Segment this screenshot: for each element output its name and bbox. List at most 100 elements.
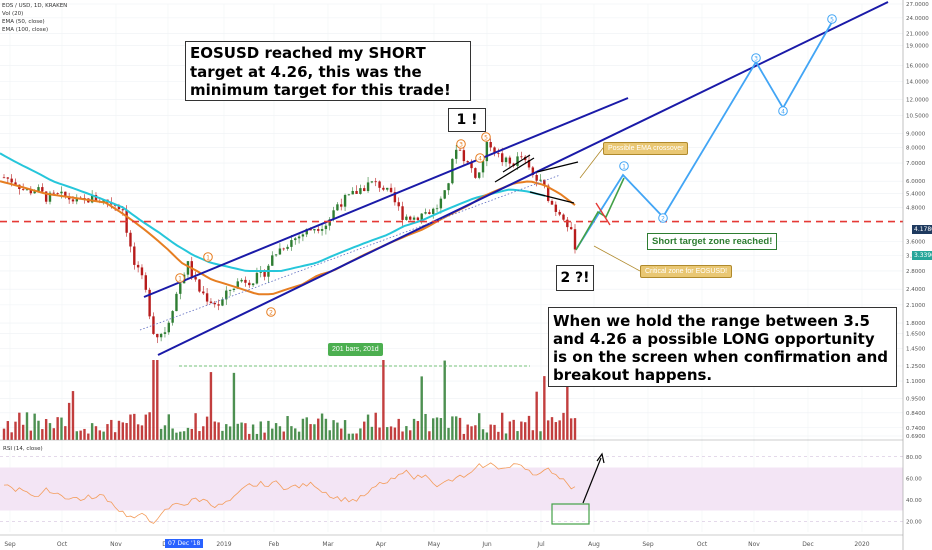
volume-bar	[382, 360, 385, 440]
volume-bar	[102, 431, 105, 440]
candle-body	[194, 277, 197, 280]
candle-body	[48, 192, 52, 202]
candle-body	[504, 157, 508, 163]
candle-body	[64, 191, 67, 197]
volume-bar	[64, 426, 67, 440]
volume-bar	[190, 428, 193, 440]
volume-bar	[225, 424, 228, 440]
volume-bar	[75, 431, 79, 440]
candle-body	[458, 149, 462, 151]
candle-body	[382, 187, 385, 190]
bars-range-label: 201 bars, 201d	[328, 343, 383, 356]
volume-bar	[443, 360, 446, 440]
volume-bar	[251, 424, 255, 440]
volume-bar	[259, 421, 262, 440]
wedge-line	[494, 157, 535, 183]
candle-body	[347, 194, 351, 196]
volume-bar	[48, 423, 52, 440]
price-tag-short-line: 4.1786	[912, 225, 932, 234]
volume-bar	[14, 421, 17, 440]
candle-body	[447, 183, 450, 191]
wave-marker	[266, 307, 276, 317]
candle-body	[466, 161, 469, 163]
volume-bar	[60, 417, 63, 440]
candle-body	[543, 179, 546, 186]
short-target-label: Short target zone reached!	[647, 233, 778, 250]
candle-body	[432, 208, 435, 214]
candle-body	[228, 289, 232, 291]
candle-body	[294, 238, 297, 241]
wave-marker	[175, 273, 185, 283]
candle-body	[248, 282, 251, 286]
volume-bar	[221, 430, 224, 440]
volume-bar	[332, 420, 335, 440]
volume-bar	[83, 428, 86, 440]
volume-bar	[129, 414, 132, 440]
candle-body	[290, 240, 293, 247]
candle-body	[163, 332, 167, 334]
volume-bar	[462, 433, 466, 440]
volume-bar	[512, 419, 515, 440]
wave-marker-label: 2	[661, 215, 665, 222]
candle-body	[443, 190, 446, 199]
volume-bar	[523, 422, 527, 440]
candle-body	[343, 194, 347, 207]
candle-body	[474, 168, 477, 178]
candle-body	[420, 213, 423, 221]
rsi-legend: RSI (14, close)	[3, 446, 43, 452]
rsi-highlight-box	[551, 503, 590, 525]
rsi-arrow-head	[596, 452, 605, 464]
volume-bar	[455, 416, 458, 440]
volume-bar	[98, 430, 102, 440]
volume-bar	[543, 376, 546, 440]
volume-bar	[546, 420, 550, 440]
volume-bar	[255, 433, 259, 440]
y-tick-label: 1.1000	[906, 379, 926, 385]
candle-body	[546, 185, 550, 201]
projection-path	[576, 21, 833, 249]
volume-bar	[393, 427, 397, 440]
candle-body	[401, 206, 404, 220]
volume-bar	[297, 431, 301, 440]
callout-pointer	[579, 147, 604, 179]
candle-body	[386, 187, 389, 190]
candle-body	[370, 181, 374, 183]
volume-bar	[163, 425, 167, 440]
volume-bar	[481, 429, 485, 440]
candle-body	[573, 229, 577, 250]
x-tick-label: Aug	[588, 541, 600, 548]
callout-pointer	[593, 245, 641, 272]
y-tick-label: 1.6500	[906, 331, 926, 337]
volume-bar	[271, 428, 274, 440]
wave-marker	[481, 132, 491, 142]
volume-bar	[531, 430, 535, 440]
indicator-ema100: EMA (100, close)	[2, 27, 49, 33]
candle-body	[186, 261, 190, 275]
candle-body	[41, 187, 44, 192]
volume-bar	[10, 432, 13, 440]
rsi-arrow	[582, 457, 602, 504]
candle-body	[251, 283, 255, 286]
volume-bar	[363, 421, 366, 440]
candle-body	[493, 147, 496, 154]
candle-body	[297, 236, 301, 239]
volume-bar	[248, 433, 251, 440]
candle-body	[424, 212, 427, 214]
indicator-vol: Vol (20)	[2, 11, 24, 17]
candle-body	[236, 281, 239, 289]
y-tick-label: 27.0000	[906, 2, 929, 8]
volume-bar	[405, 426, 408, 440]
x-tick-label: Oct	[697, 541, 708, 548]
candle-body	[359, 188, 362, 194]
volume-bar	[202, 426, 205, 440]
note-top: EOSUSD reached my SHORT target at 4.26, …	[185, 41, 471, 101]
wave-marker	[658, 213, 668, 223]
wave-marker	[456, 139, 466, 149]
candle-body	[378, 181, 381, 188]
y-tick-label: 1.2500	[906, 364, 926, 370]
y-tick-label: 2.8000	[906, 269, 926, 275]
wave-marker-label: 1	[622, 163, 626, 170]
candle-body	[136, 264, 140, 268]
volume-bar	[466, 424, 469, 440]
volume-bar	[409, 430, 412, 440]
